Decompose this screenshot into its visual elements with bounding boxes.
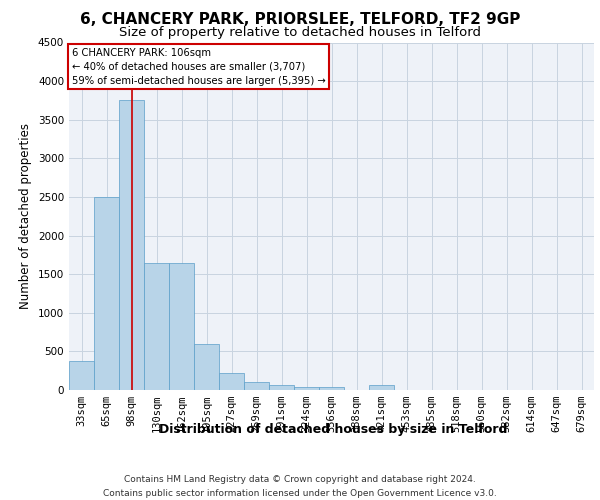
Bar [119,100,144,390]
Bar [69,361,94,390]
Bar [319,387,344,390]
Bar [194,344,219,390]
Bar [269,386,294,390]
Bar [94,197,119,390]
Bar [219,373,244,390]
Text: 6, CHANCERY PARK, PRIORSLEE, TELFORD, TF2 9GP: 6, CHANCERY PARK, PRIORSLEE, TELFORD, TF… [80,12,520,28]
Text: Distribution of detached houses by size in Telford: Distribution of detached houses by size … [159,422,507,436]
Bar [294,386,319,390]
Text: 6 CHANCERY PARK: 106sqm
← 40% of detached houses are smaller (3,707)
59% of semi: 6 CHANCERY PARK: 106sqm ← 40% of detache… [71,48,325,86]
Bar [144,262,169,390]
Bar [244,382,269,390]
Y-axis label: Number of detached properties: Number of detached properties [19,123,32,309]
Bar [369,386,394,390]
Text: Contains HM Land Registry data © Crown copyright and database right 2024.
Contai: Contains HM Land Registry data © Crown c… [103,476,497,498]
Bar [169,262,194,390]
Text: Size of property relative to detached houses in Telford: Size of property relative to detached ho… [119,26,481,39]
